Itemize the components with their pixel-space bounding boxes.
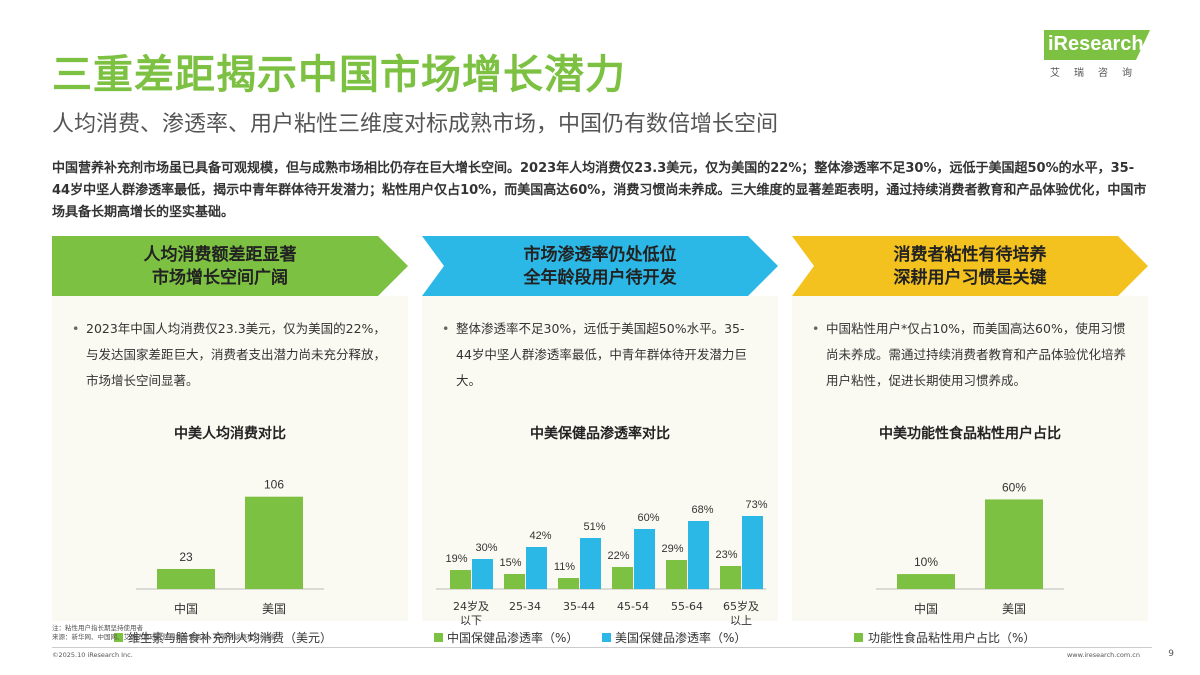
panel-body: 2023年中国人均消费仅23.3美元，仅为美国的22%，与发达国家差距巨大，消费… — [52, 296, 408, 645]
panel-consumption: 人均消费额差距显著 市场增长空间广阔 2023年中国人均消费仅23.3美元，仅为… — [52, 236, 408, 645]
data-label: 29% — [661, 543, 683, 555]
data-label: 23 — [179, 550, 193, 564]
band-text: 人均消费额差距显著 市场增长空间广阔 — [52, 244, 388, 290]
panel-bullet: 2023年中国人均消费仅23.3美元，仅为美国的22%，与发达国家差距巨大，消费… — [72, 316, 390, 394]
data-label: 73% — [745, 499, 767, 511]
category-label: 中国 — [914, 601, 938, 616]
data-label: 10% — [914, 555, 938, 569]
bar — [985, 499, 1043, 589]
category-label: 中国 — [174, 601, 198, 616]
category-label: 45-54 — [617, 600, 649, 613]
band-line-2: 深耕用户习惯是关键 — [893, 268, 1047, 288]
intro-paragraph: 中国营养补充剂市场虽已具备可观规模，但与成熟市场相比仍存在巨大增长空间。2023… — [52, 161, 1147, 220]
bar — [472, 559, 493, 589]
data-label: 30% — [475, 542, 497, 554]
bar — [634, 529, 655, 589]
data-label: 60% — [1002, 480, 1026, 494]
bar — [580, 538, 601, 589]
data-label: 15% — [499, 557, 521, 569]
page-number: 9 — [1168, 649, 1174, 659]
legend-label: 中国保健品渗透率（%） — [447, 630, 578, 645]
data-label: 60% — [637, 512, 659, 524]
legend-swatch — [602, 633, 611, 642]
bar — [450, 570, 471, 589]
panel-stickiness: 消费者粘性有待培养 深耕用户习惯是关键 中国粘性用户*仅占10%，而美国高达60… — [792, 236, 1148, 645]
footer-note: 注：粘性用户指长期坚持使用者 — [52, 624, 143, 632]
band-line-2: 市场增长空间广阔 — [152, 268, 288, 288]
panel-penetration: 市场渗透率仍处低位 全年龄段用户待开发 整体渗透率不足30%，远低于美国超50%… — [422, 236, 778, 645]
chart-title: 中美功能性食品粘性用户占比 — [879, 426, 1061, 442]
band-line-1: 市场渗透率仍处低位 — [523, 245, 677, 265]
footer-website: www.iresearch.com.cn — [1066, 651, 1140, 659]
bar — [245, 496, 303, 589]
page-subtitle: 人均消费、渗透率、用户粘性三维度对标成熟市场，中国仍有数倍增长空间 — [52, 112, 779, 137]
data-label: 11% — [554, 561, 575, 573]
category-label: 25-34 — [509, 600, 541, 613]
category-label: 美国 — [262, 602, 286, 616]
legend-swatch — [434, 633, 443, 642]
page-title: 三重差距揭示中国市场增长潜力 — [52, 52, 626, 98]
bar — [157, 568, 215, 589]
footer-source: 来源：新华网、中国网、艾瑞消费研究院根据公开资料、专家访谈整理及绘制。 — [52, 633, 280, 641]
logo-tag-shape — [1044, 30, 1150, 60]
bar — [612, 567, 633, 589]
data-label: 51% — [583, 521, 605, 533]
band-text: 消费者粘性有待培养 深耕用户习惯是关键 — [802, 244, 1138, 290]
iresearch-logo: iResearch 艾瑞咨询 — [1044, 30, 1164, 80]
legend-label: 维生素与膳食补充剂人均消费（美元） — [128, 630, 332, 645]
footer-divider — [52, 647, 1152, 648]
panel-body: 中国粘性用户*仅占10%，而美国高达60%，使用习惯尚未养成。需通过持续消费者教… — [792, 296, 1148, 645]
panel-bullet: 整体渗透率不足30%，远低于美国超50%水平。35-44岁中坚人群渗透率最低，中… — [442, 316, 760, 394]
data-label: 19% — [445, 553, 467, 565]
band-line-1: 消费者粘性有待培养 — [893, 245, 1047, 265]
band-arrow-shape — [792, 236, 1148, 296]
legend-label: 美国保健品渗透率（%） — [615, 630, 746, 645]
data-label: 106 — [264, 478, 284, 492]
bar — [897, 574, 955, 589]
bar — [526, 547, 547, 589]
legend-swatch — [854, 633, 863, 642]
panel-bullet: 中国粘性用户*仅占10%，而美国高达60%，使用习惯尚未养成。需通过持续消费者教… — [812, 316, 1130, 394]
category-label-line-2: 以上 — [730, 614, 752, 627]
logo-brand-text: iResearch — [1048, 33, 1144, 55]
data-label: 68% — [691, 504, 713, 516]
data-label: 42% — [529, 530, 551, 542]
category-label: 美国 — [1002, 602, 1026, 616]
bar — [742, 516, 763, 589]
category-label-line-2: 以下 — [460, 614, 482, 627]
chart-title: 中美保健品渗透率对比 — [530, 426, 670, 442]
category-label: 65岁及 — [723, 599, 759, 613]
band-line-1: 人均消费额差距显著 — [143, 245, 297, 265]
band-line-2: 全年龄段用户待开发 — [523, 268, 677, 288]
bar — [720, 566, 741, 589]
bar — [558, 578, 579, 589]
legend-swatch — [114, 633, 123, 642]
band-text: 市场渗透率仍处低位 全年龄段用户待开发 — [432, 244, 768, 290]
data-label: 22% — [607, 550, 629, 562]
data-label: 23% — [715, 549, 737, 561]
category-label: 24岁及 — [453, 599, 489, 613]
category-label: 35-44 — [563, 600, 595, 613]
panel-band: 消费者粘性有待培养 深耕用户习惯是关键 — [792, 236, 1148, 296]
footer-copyright: ©2025.10 iResearch Inc. — [52, 651, 133, 659]
band-arrow-shape — [422, 236, 778, 296]
panel-body: 整体渗透率不足30%，远低于美国超50%水平。35-44岁中坚人群渗透率最低，中… — [422, 296, 778, 645]
logo-brand-cn-text: 艾瑞咨询 — [1050, 68, 1146, 79]
bar — [666, 560, 687, 589]
chart-title: 中美人均消费对比 — [174, 426, 286, 442]
bar — [688, 521, 709, 589]
band-arrow-shape — [52, 236, 408, 296]
category-label: 55-64 — [671, 600, 703, 613]
panel-band: 人均消费额差距显著 市场增长空间广阔 — [52, 236, 408, 296]
legend-label: 功能性食品粘性用户占比（%） — [868, 630, 1035, 645]
bar — [504, 574, 525, 589]
panel-band: 市场渗透率仍处低位 全年龄段用户待开发 — [422, 236, 778, 296]
